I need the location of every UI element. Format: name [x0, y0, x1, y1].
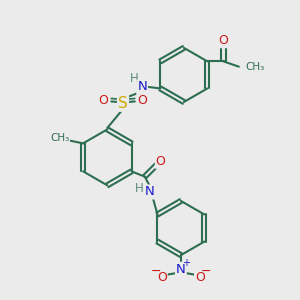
- Text: −: −: [201, 265, 211, 278]
- Text: −: −: [151, 265, 161, 278]
- Text: CH₃: CH₃: [50, 134, 69, 143]
- Text: O: O: [157, 271, 167, 284]
- Text: O: O: [99, 94, 109, 107]
- Text: O: O: [219, 34, 229, 47]
- Text: O: O: [156, 155, 166, 168]
- Text: H: H: [134, 182, 143, 195]
- Text: CH₃: CH₃: [245, 62, 265, 72]
- Text: O: O: [195, 271, 205, 284]
- Text: N: N: [137, 80, 147, 94]
- Text: N: N: [145, 185, 155, 199]
- Text: O: O: [137, 94, 147, 107]
- Text: H: H: [130, 72, 138, 85]
- Text: S: S: [118, 96, 128, 111]
- Text: +: +: [182, 258, 190, 268]
- Text: N: N: [176, 263, 186, 276]
